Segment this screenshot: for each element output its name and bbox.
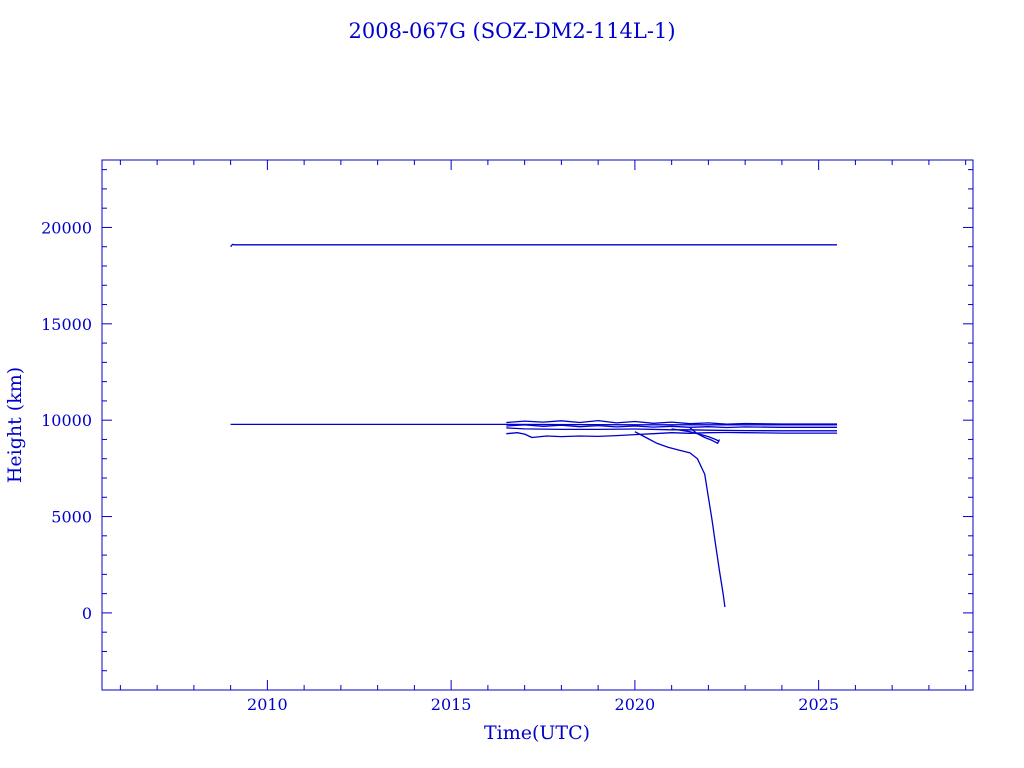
series-line-6 [506,431,837,439]
x-tick-label: 2025 [798,695,839,714]
series-line-9 [671,428,720,442]
y-axis-label: Height (km) [4,367,26,483]
series-line-1 [230,243,837,248]
axis-ticks: 2010 2015 2020 2025 0 5000 10000 15000 20000 [41,160,973,714]
y-tick-label: 20000 [41,218,92,237]
series-line-5 [506,427,837,432]
plot-frame [101,159,974,691]
x-tick-label: 2015 [431,695,472,714]
series-line-4 [506,424,837,429]
y-tick-label: 5000 [51,508,92,527]
chart-title: 2008-067G (SOZ-DM2-114L-1) [348,19,675,43]
x-tick-label: 2010 [247,695,288,714]
x-axis-label: Time(UTC) [484,722,590,744]
y-tick-label: 15000 [41,315,92,334]
y-tick-label: 10000 [41,411,92,430]
series-group [230,243,837,608]
x-tick-label: 2020 [615,695,656,714]
y-tick-label: 0 [82,604,92,623]
series-line-3 [506,419,837,425]
series-line-7 [634,431,726,608]
